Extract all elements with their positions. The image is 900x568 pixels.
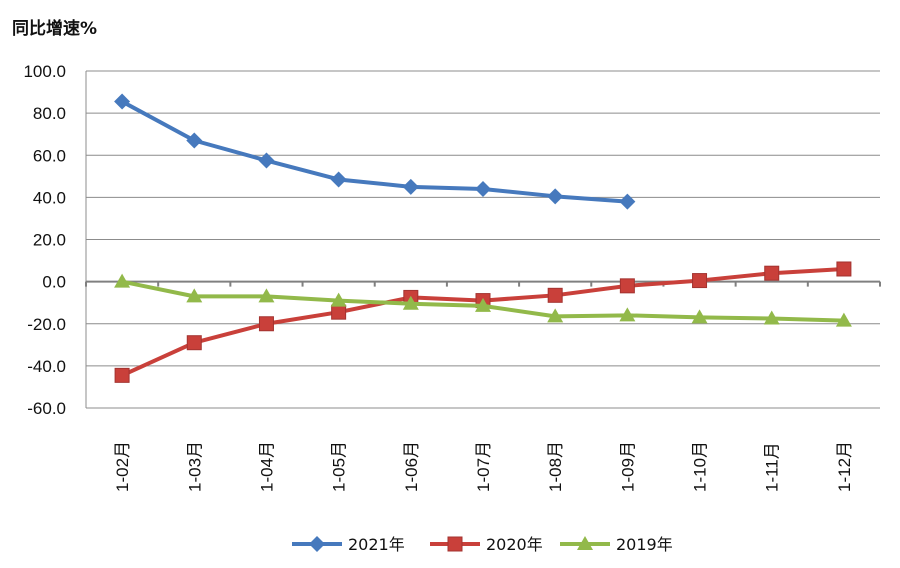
y-tick-label: 0.0 [42, 273, 66, 292]
y-tick-label: 80.0 [33, 104, 66, 123]
legend-label: 2020年 [486, 535, 543, 554]
x-tick-label: 1-07月 [474, 441, 493, 492]
data-point [186, 335, 202, 351]
data-point [258, 288, 275, 303]
data-point [692, 273, 708, 289]
y-tick-label: -20.0 [27, 315, 66, 334]
data-point [619, 307, 636, 322]
data-point [547, 188, 564, 205]
data-point [402, 295, 419, 310]
data-point [114, 93, 131, 110]
x-tick-label: 1-09月 [618, 441, 637, 492]
data-point [114, 367, 130, 383]
data-point [475, 297, 491, 312]
x-tick-label: 1-04月 [257, 441, 276, 492]
x-tick-label: 1-03月 [185, 441, 204, 492]
x-tick-label: 1-10月 [691, 441, 710, 492]
x-tick-label: 1-12月 [835, 441, 854, 492]
x-tick-label: 1-06月 [402, 441, 421, 492]
data-point [764, 265, 780, 281]
y-tick-label: 20.0 [33, 231, 66, 250]
data-point [547, 287, 563, 303]
data-point [619, 193, 636, 210]
series-line-2021年 [121, 99, 628, 204]
x-tick-label: 1-02月 [113, 441, 132, 492]
data-point [331, 304, 347, 320]
legend-marker [309, 536, 325, 552]
data-point [475, 180, 491, 197]
legend-label: 2021年 [348, 535, 405, 554]
y-tick-label: 60.0 [33, 146, 66, 165]
y-tick-label: 100.0 [23, 62, 66, 81]
x-tick-label: 1-05月 [330, 441, 349, 492]
data-point [258, 316, 274, 332]
data-point [402, 178, 419, 195]
legend-marker [447, 536, 463, 552]
data-point [114, 273, 131, 288]
y-tick-label: -60.0 [27, 399, 66, 418]
data-point [619, 278, 635, 294]
data-point [258, 152, 275, 169]
data-point [836, 261, 852, 277]
y-tick-label: -40.0 [27, 357, 66, 376]
data-point [186, 132, 203, 149]
data-point [835, 312, 852, 327]
x-tick-label: 1-11月 [763, 442, 782, 492]
legend-marker [577, 536, 593, 550]
data-point [763, 310, 780, 325]
data-point [691, 309, 708, 324]
data-point [186, 288, 203, 303]
legend-label: 2019年 [616, 535, 673, 554]
data-point [330, 292, 347, 307]
y-axis-title: 同比增速% [12, 19, 98, 39]
x-tick-label: 1-08月 [546, 441, 565, 492]
data-point [330, 171, 347, 188]
y-tick-label: 40.0 [33, 188, 66, 207]
data-point [547, 308, 564, 323]
